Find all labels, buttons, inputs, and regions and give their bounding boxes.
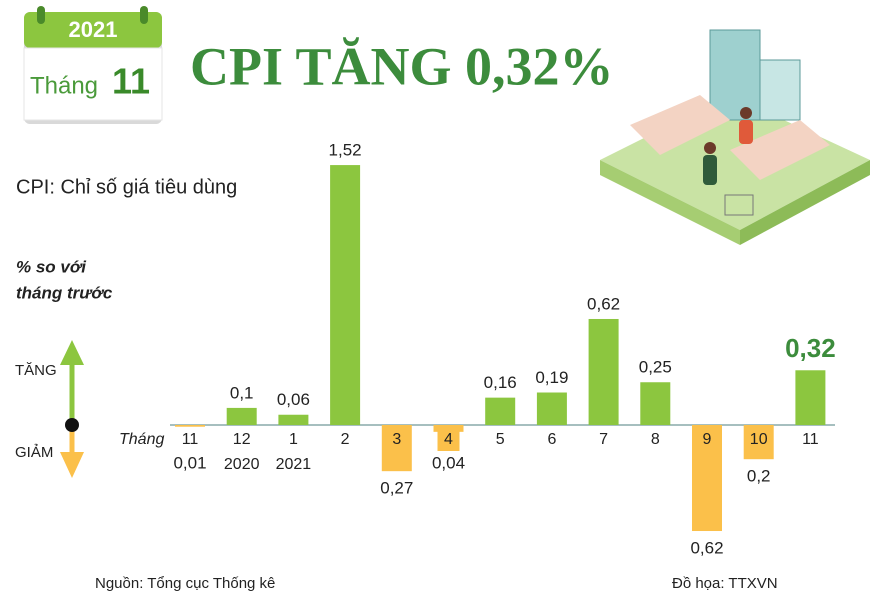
value-label: 0,16 xyxy=(484,373,517,392)
bar xyxy=(330,165,361,425)
unit-label: % so với xyxy=(16,257,87,276)
bar xyxy=(588,318,619,425)
value-label: 0,62 xyxy=(690,539,723,558)
value-label: 0,2 xyxy=(747,467,771,486)
market-illustration xyxy=(600,29,870,245)
value-label: 0,27 xyxy=(380,479,413,498)
plot: 110,011220200,1120210,0621,5230,2740,045… xyxy=(170,141,836,558)
value-label: 0,19 xyxy=(535,368,568,387)
x-tick-label: 12 xyxy=(233,431,251,448)
x-tick-label: 5 xyxy=(496,431,505,448)
bar xyxy=(536,392,567,425)
x-tick-year: 2021 xyxy=(276,456,312,473)
calendar-year: 2021 xyxy=(69,17,118,42)
bar xyxy=(433,425,464,432)
x-tick-label: 8 xyxy=(651,431,660,448)
source: Nguồn: Tổng cục Thống kê xyxy=(95,575,275,592)
x-tick-label: 1 xyxy=(289,431,298,448)
bar xyxy=(795,370,826,425)
value-label: 0,1 xyxy=(230,383,254,402)
unit-label: tháng trước xyxy=(16,283,113,302)
calendar-month-word: Tháng xyxy=(30,72,98,99)
value-label: 0,25 xyxy=(639,358,672,377)
x-tick-label: 7 xyxy=(599,431,608,448)
x-tick-label: 3 xyxy=(392,431,401,448)
x-tick-label: 11 xyxy=(182,431,199,448)
x-tick-label: 9 xyxy=(703,431,712,448)
x-tick-label: 4 xyxy=(444,431,453,448)
calendar-icon xyxy=(23,6,163,124)
x-tick-label: 2 xyxy=(341,431,350,448)
up-label: TĂNG xyxy=(15,362,57,379)
x-tick-label: 10 xyxy=(750,431,768,448)
chart-title: CPI TĂNG 0,32% xyxy=(190,36,614,96)
bar xyxy=(226,407,257,425)
direction-arrows xyxy=(60,340,84,478)
bar xyxy=(278,414,309,425)
value-label: 0,62 xyxy=(587,294,620,313)
value-label: 0,06 xyxy=(277,390,310,409)
value-label: 0,01 xyxy=(173,453,206,472)
bar xyxy=(485,397,516,425)
value-label: 0,32 xyxy=(785,333,836,363)
value-label: 1,52 xyxy=(329,141,362,160)
value-label: 0,04 xyxy=(432,453,465,472)
down-label: GIẢM xyxy=(15,444,53,461)
category-box xyxy=(747,429,770,451)
x-tick-label: 6 xyxy=(547,431,556,448)
category-box xyxy=(696,429,718,451)
calendar-month: 11 xyxy=(112,61,150,102)
x-axis-label: Tháng xyxy=(119,431,164,448)
bar xyxy=(640,382,671,425)
credit: Đồ họa: TTXVN xyxy=(672,575,778,592)
category-box xyxy=(437,429,460,451)
subtitle: CPI: Chỉ số giá tiêu dùng xyxy=(16,176,237,198)
x-tick-label: 11 xyxy=(802,431,819,448)
x-tick-year: 2020 xyxy=(224,456,260,473)
bar xyxy=(175,425,205,427)
category-box xyxy=(385,429,408,451)
